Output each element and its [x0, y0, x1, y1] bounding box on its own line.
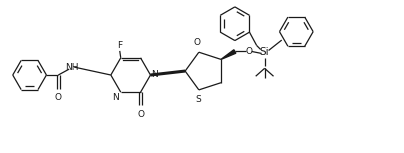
Text: Si: Si: [260, 47, 269, 58]
Text: O: O: [245, 47, 252, 56]
Polygon shape: [221, 50, 236, 59]
Text: O: O: [137, 110, 144, 119]
Text: N: N: [152, 69, 158, 78]
Text: O: O: [194, 38, 200, 47]
Text: O: O: [55, 93, 62, 102]
Text: NH: NH: [65, 63, 79, 72]
Text: F: F: [117, 41, 122, 50]
Text: N: N: [112, 93, 119, 102]
Text: S: S: [195, 95, 201, 104]
